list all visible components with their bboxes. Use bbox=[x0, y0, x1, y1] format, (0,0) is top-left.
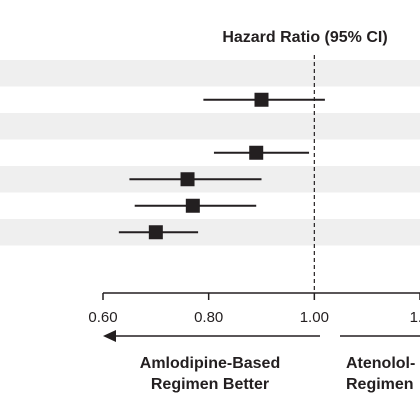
row-band bbox=[0, 60, 420, 87]
hr-marker bbox=[185, 198, 200, 213]
x-tick-label: 1.2 bbox=[410, 309, 420, 326]
favours-left-arrowhead bbox=[103, 330, 116, 342]
row-bands bbox=[0, 60, 420, 246]
favours-left-label: Amlodipine-Based bbox=[140, 355, 280, 372]
hr-marker bbox=[148, 225, 163, 240]
hazard-ratio-marks bbox=[118, 92, 325, 240]
favours-left-label: Regimen Better bbox=[151, 376, 269, 393]
x-axis-ticks: 0.60 0.80 1.00 1.2 bbox=[88, 293, 420, 326]
hr-marker bbox=[249, 145, 264, 160]
chart-title: Hazard Ratio (95% CI) bbox=[222, 29, 387, 46]
hr-marker bbox=[254, 92, 269, 107]
row-band bbox=[0, 113, 420, 140]
x-tick-label: 1.00 bbox=[300, 309, 329, 326]
hr-marker bbox=[180, 172, 195, 187]
row-band bbox=[0, 219, 420, 246]
favours-right-label: Atenolol- bbox=[346, 355, 415, 372]
x-tick-label: 0.60 bbox=[88, 309, 117, 326]
x-tick-label: 0.80 bbox=[194, 309, 223, 326]
favours-annotations: Amlodipine-Based Regimen Better Atenolol- R… bbox=[103, 330, 420, 393]
favours-right-label: Regimen bbox=[346, 376, 414, 393]
